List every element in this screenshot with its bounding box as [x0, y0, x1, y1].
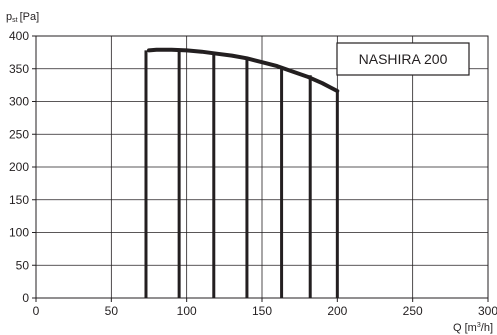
x-tick-label: 300 — [478, 304, 497, 318]
y-axis-title-main: p — [6, 11, 12, 23]
plot-frame — [35, 35, 489, 299]
x-tick-label: 150 — [252, 304, 272, 318]
y-tick-label: 150 — [9, 193, 29, 207]
y-tick-label: 100 — [9, 226, 29, 240]
x-axis-title: Q [m3/h] — [453, 322, 493, 334]
x-tick-label: 200 — [327, 304, 347, 318]
x-tick-label: 50 — [105, 304, 119, 318]
performance-curve — [147, 47, 340, 93]
y-tick-label: 200 — [9, 160, 29, 174]
y-axis-title-unit: [Pa] — [20, 11, 40, 23]
legend-label: NASHIRA 200 — [359, 51, 448, 67]
x-tick-label: 0 — [33, 304, 40, 318]
vertical-markers — [144, 49, 339, 298]
legend-box: NASHIRA 200 — [336, 42, 470, 76]
y-axis-title-sub: st — [12, 17, 18, 24]
y-tick-label: 250 — [9, 127, 29, 141]
grid — [32, 35, 489, 302]
x-tick-label: 100 — [177, 304, 197, 318]
tick-labels: 0 50 100 150 200 250 300 0 50 100 150 200 250 300 350 4… — [9, 29, 497, 318]
x-tick-label: 250 — [403, 304, 423, 318]
y-tick-label: 300 — [9, 95, 29, 109]
y-tick-label: 400 — [9, 29, 29, 43]
y-tick-label: 0 — [22, 291, 29, 305]
x-axis-title-main: Q [m — [453, 322, 477, 334]
curve-group — [147, 47, 340, 93]
y-tick-label: 350 — [9, 62, 29, 76]
y-axis-title: pst [Pa] — [6, 11, 39, 24]
x-axis-title-unit: /h] — [481, 322, 493, 334]
y-tick-label: 50 — [16, 258, 30, 272]
x-axis-title-sup: 3 — [477, 322, 481, 329]
